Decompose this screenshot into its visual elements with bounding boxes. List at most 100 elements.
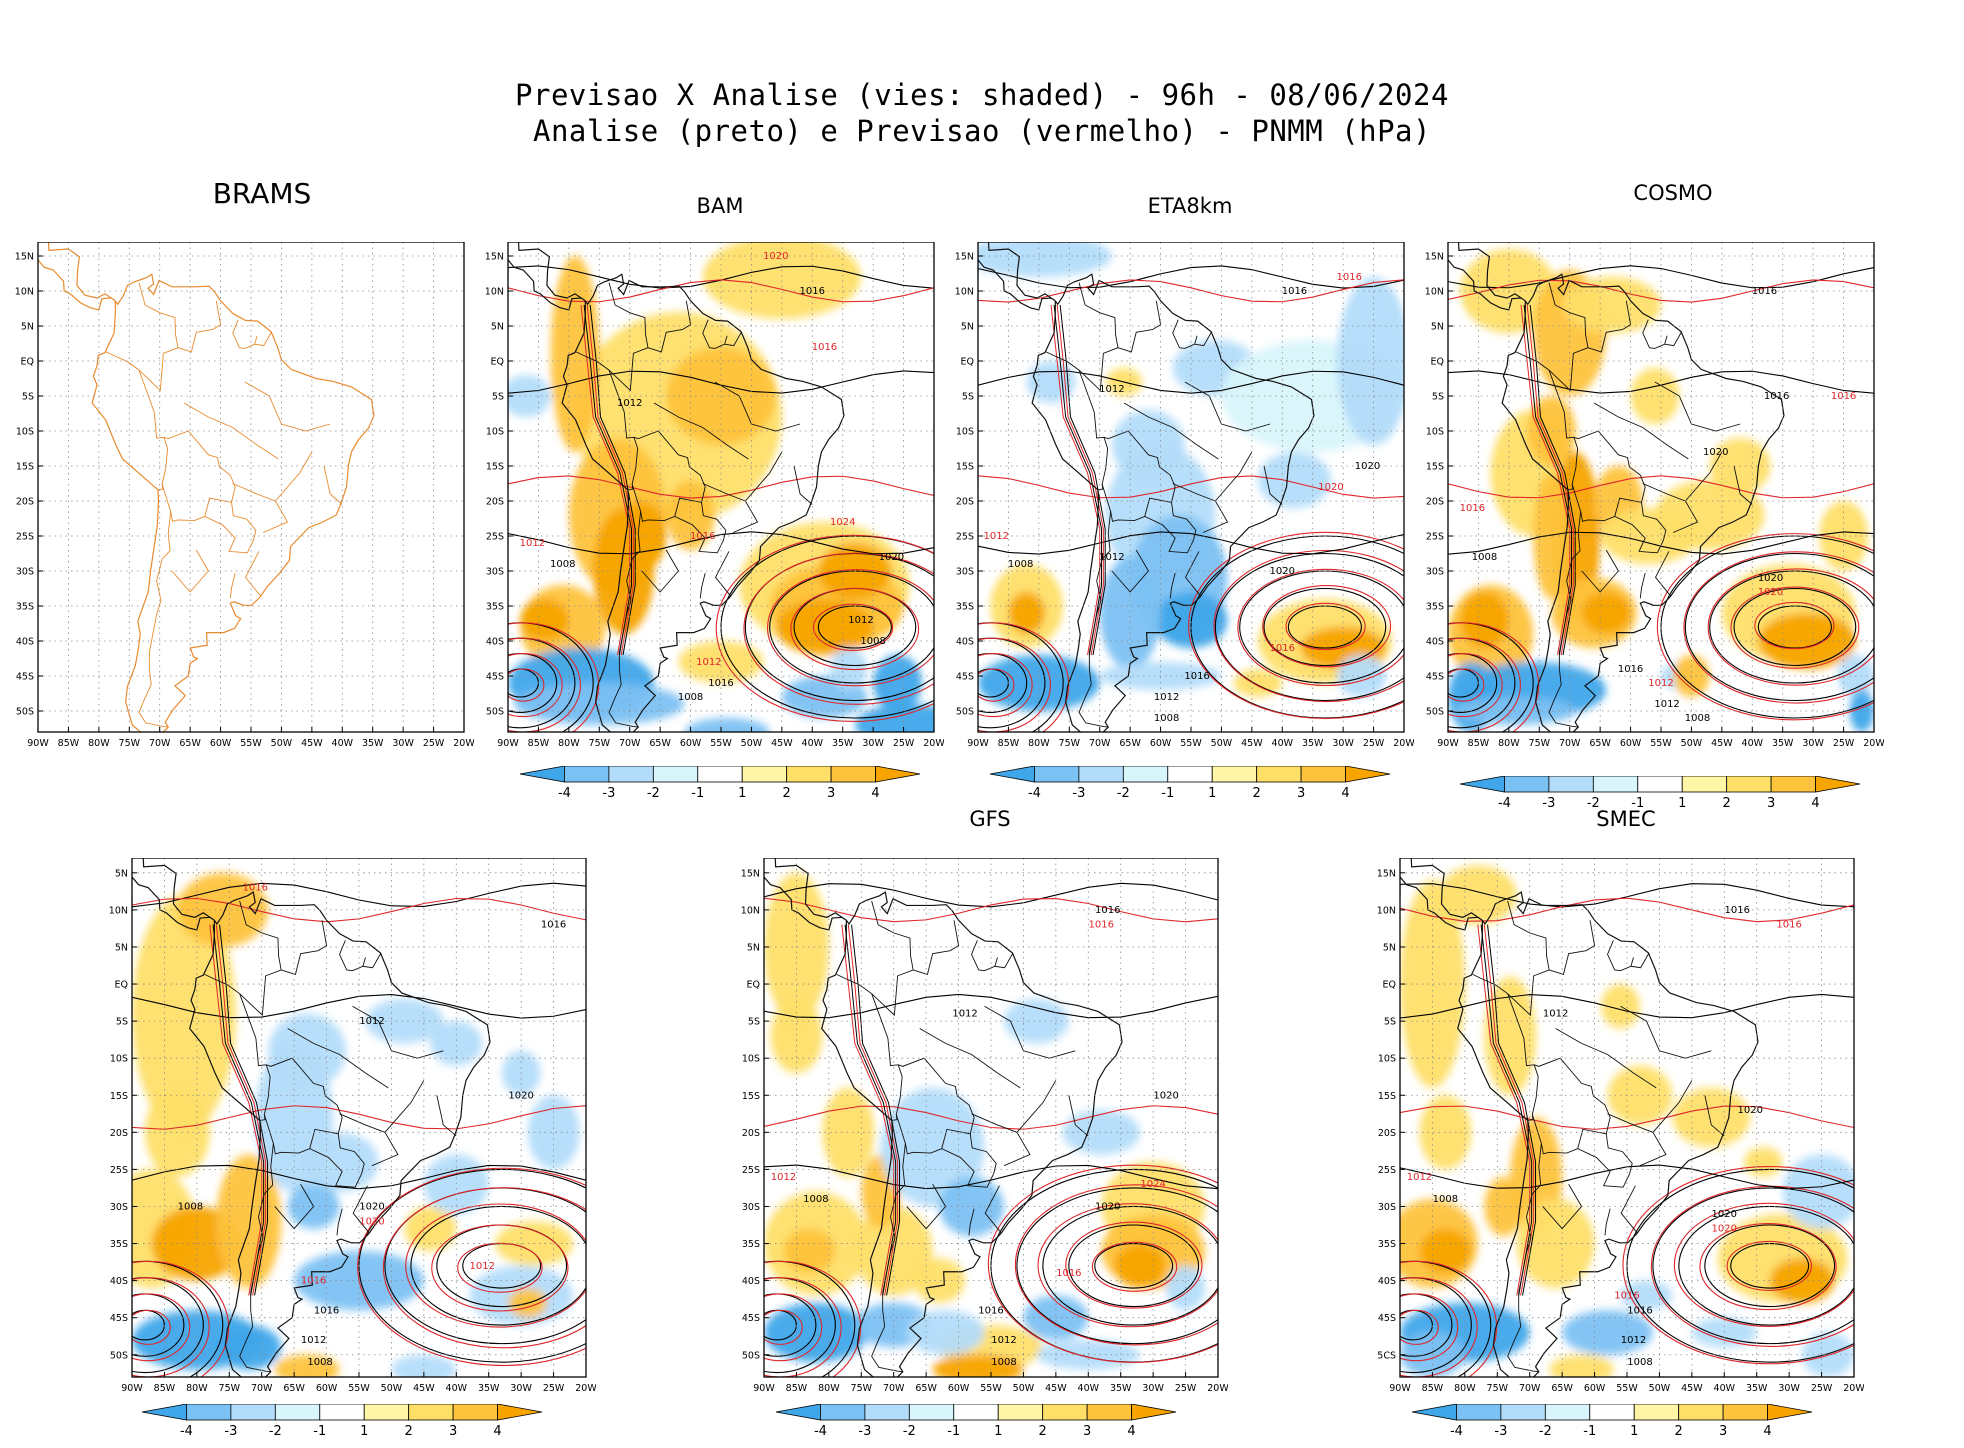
isobar-label: 1012 <box>1621 1335 1646 1346</box>
country-border <box>233 320 257 349</box>
bias-patch <box>1460 592 1509 648</box>
y-tick-label: 40S <box>110 1276 128 1287</box>
x-tick-label: 65W <box>1589 738 1611 749</box>
coastline <box>190 892 490 1381</box>
colorbar-label: -2 <box>1117 786 1130 801</box>
x-tick-label: 30W <box>510 1383 532 1394</box>
y-tick-label: 50S <box>956 707 974 718</box>
country-border <box>837 901 914 1015</box>
isobar-label: 1016 <box>1184 671 1209 682</box>
colorbar: -4 -3 -2 -1 1 2 3 4 <box>1459 776 1861 811</box>
colorbar-label: -4 <box>558 786 571 801</box>
x-tick-label: 75W <box>1487 1383 1509 1394</box>
bias-patch <box>300 1132 379 1192</box>
forecast-isobar <box>1424 654 1502 717</box>
colorbar-label: 3 <box>1719 1424 1727 1439</box>
bias-patch <box>177 872 269 947</box>
isobar-label: 1016 <box>1089 920 1114 931</box>
isobar-label: 1016 <box>301 1276 326 1287</box>
x-tick-label: 70W <box>619 738 641 749</box>
bias-patch <box>1400 1332 1465 1377</box>
y-tick-label: 25S <box>956 532 974 543</box>
x-tick-label: 60W <box>1584 1383 1606 1394</box>
map-panel-unnamed: 1016 1012 1020 1020 1016 1012 1008 1008 1016 1020… <box>109 858 596 1394</box>
y-tick-label: 10S <box>486 427 504 438</box>
x-tick-label: 25W <box>1833 738 1855 749</box>
panel-title-smec: SMEC <box>1596 807 1656 832</box>
y-tick-label: 35S <box>742 1239 760 1250</box>
country-border <box>172 550 209 592</box>
forecast-isobar <box>1092 1242 1176 1291</box>
colorbar-label: 4 <box>1341 786 1349 801</box>
bias-patch <box>391 1354 457 1377</box>
forecast-isobar <box>1657 534 1884 720</box>
colorbar-label: -2 <box>269 1424 282 1439</box>
andes-contour <box>1527 305 1573 655</box>
x-tick-label: 80W <box>558 738 580 749</box>
x-tick-label: 50W <box>1211 738 1233 749</box>
colorbar-swatch <box>497 1404 543 1421</box>
x-tick-label: 55W <box>1650 738 1672 749</box>
x-tick-label: 90W <box>753 1383 775 1394</box>
country-border <box>324 466 342 505</box>
x-tick-label: 70W <box>251 1383 273 1394</box>
country-border <box>1608 940 1634 970</box>
country-border <box>733 501 757 533</box>
y-tick-label: 45S <box>1426 672 1444 683</box>
colorbar-swatch <box>408 1404 454 1421</box>
colorbar-label: -4 <box>1450 1424 1463 1439</box>
bias-patch <box>1003 998 1069 1044</box>
country-border <box>1079 512 1111 728</box>
x-tick-label: 80W <box>1498 738 1520 749</box>
x-tick-label: 45W <box>413 1383 435 1394</box>
x-tick-label: 75W <box>589 738 611 749</box>
coastline <box>562 274 844 735</box>
forecast-isobar <box>764 898 1218 922</box>
isobar-label: 1020 <box>1758 573 1783 584</box>
isobar-label: 1020 <box>508 1090 533 1101</box>
colorbar-swatch <box>1544 1404 1591 1421</box>
colorbar-swatch <box>1167 766 1213 783</box>
colorbar-swatch <box>1345 766 1391 783</box>
y-tick-label: 20S <box>486 497 504 508</box>
coastline-central-america <box>32 242 115 310</box>
analysis-isobar <box>1069 1225 1199 1307</box>
forecast-isobar <box>814 604 893 650</box>
y-tick-label: EQ <box>1431 357 1444 368</box>
andes-contour <box>848 925 897 1296</box>
country-border <box>972 940 998 970</box>
forecast-isobar <box>508 476 934 498</box>
x-tick-label: 25W <box>1175 1383 1197 1394</box>
x-tick-label: 60W <box>1150 738 1172 749</box>
colorbar-swatch <box>1722 1404 1768 1421</box>
x-tick-label: 30W <box>392 738 414 749</box>
colorbar-label: -3 <box>858 1424 871 1439</box>
country-border <box>1079 370 1108 490</box>
bias-patch <box>1630 368 1680 424</box>
isobar-label: 1008 <box>1685 713 1710 724</box>
forecast-isobar <box>1623 1167 1864 1364</box>
forecast-isobar <box>126 1310 170 1344</box>
y-tick-label: 20S <box>742 1128 760 1139</box>
isobar-label: 1020 <box>359 1216 384 1227</box>
colorbar-swatch <box>564 766 610 783</box>
forecast-isobar <box>928 623 1069 748</box>
analysis-isobar <box>1400 994 1854 1018</box>
coastline <box>822 892 1122 1381</box>
country-border <box>969 1209 974 1236</box>
y-tick-label: 15N <box>485 252 504 263</box>
forecast-isobar <box>1755 602 1834 648</box>
x-tick-label: 55W <box>348 1383 370 1394</box>
country-border <box>310 1134 364 1187</box>
colorbar-label: 3 <box>1767 796 1775 811</box>
analysis-isobar <box>1264 589 1386 666</box>
colorbar-label: -2 <box>1539 1424 1552 1439</box>
colorbar-label: 4 <box>871 786 879 801</box>
country-border <box>872 1143 906 1371</box>
y-tick-label: 15N <box>15 252 34 263</box>
country-border <box>907 1184 946 1228</box>
analysis-isobar <box>132 1165 586 1188</box>
x-tick-label: 40W <box>1272 738 1294 749</box>
isobar-label: 1020 <box>1095 1201 1120 1212</box>
analysis-isobar <box>1705 1225 1835 1307</box>
